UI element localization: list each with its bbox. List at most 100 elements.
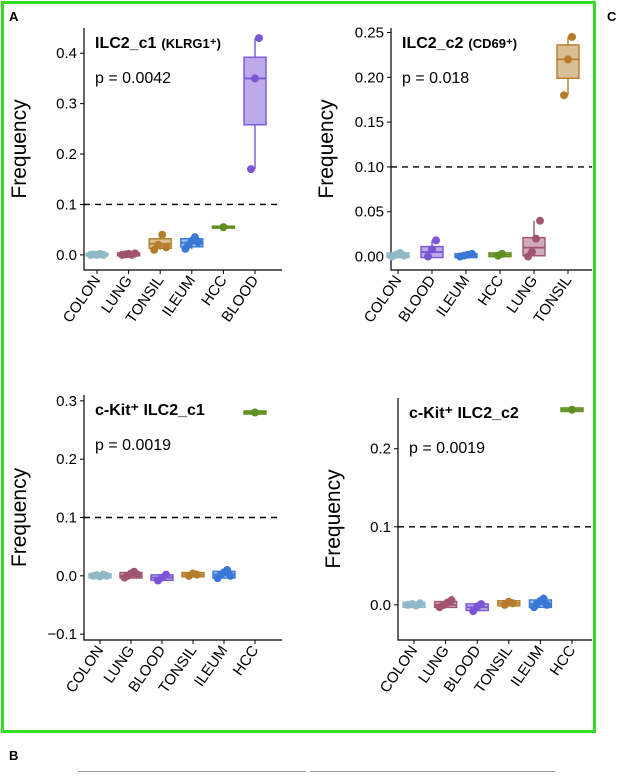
panel-title: ILC2_c2 (CD69⁺) (402, 35, 517, 52)
y-tick-label: 0.1 (370, 519, 391, 536)
data-point (133, 570, 142, 579)
y-axis-label: Frequency (322, 469, 345, 569)
y-tick-label: −0.1 (47, 626, 77, 643)
box-ileum (180, 233, 204, 253)
panel-label-a: A (9, 9, 19, 24)
y-axis-label: Frequency (315, 99, 338, 199)
y-tick-label: 0.0 (56, 247, 77, 264)
data-point (251, 74, 259, 83)
panel-label-c: C (607, 9, 617, 24)
box-lung (116, 249, 141, 259)
data-point (542, 600, 551, 609)
y-tick-label: 0.15 (355, 114, 384, 131)
data-point (498, 249, 506, 258)
panel-title: ILC2_c1 (KLRG1⁺) (95, 35, 221, 52)
data-point (247, 165, 255, 174)
data-point (568, 405, 576, 414)
x-tick-label: ILEUM (433, 273, 473, 320)
y-tick-label: 0.05 (355, 204, 384, 221)
p-value-label: p = 0.018 (402, 70, 469, 87)
box-hcc (243, 408, 267, 417)
data-point (131, 249, 139, 258)
box-tonsil (497, 597, 521, 609)
box-colon (88, 570, 112, 581)
p-value-label: p = 0.0019 (409, 440, 485, 457)
box-ileum (212, 566, 236, 583)
panel-title-suffix: (CD69⁺) (468, 36, 517, 51)
data-point (219, 223, 228, 232)
data-point (532, 234, 540, 243)
y-tick-label: 0.2 (56, 146, 77, 163)
data-point (432, 236, 440, 245)
box-blood (420, 236, 444, 261)
x-tick-label: COLON (377, 643, 422, 696)
x-tick-label: COLON (63, 643, 108, 696)
panel-label-b: B (9, 748, 19, 763)
box-tonsil (181, 569, 205, 580)
y-tick-label: 0.1 (56, 510, 77, 527)
y-tick-label: 0.0 (56, 568, 77, 585)
data-point (568, 32, 576, 41)
box-lung (522, 216, 546, 261)
data-point (193, 570, 201, 579)
figure-border (1, 1, 596, 733)
data-point (102, 571, 111, 580)
data-point (447, 596, 456, 605)
box-body (243, 56, 267, 126)
x-tick-label: COLON (60, 273, 105, 326)
box-tonsil (148, 230, 172, 254)
x-tick-label: HCC (230, 642, 263, 679)
box-tonsil (556, 32, 580, 100)
box-hcc (488, 249, 512, 260)
y-tick-label: 0.2 (56, 451, 77, 468)
y-axis-label: Frequency (8, 467, 31, 567)
chart-panel-4: 0.0 0.1 0.2 Frequency c-Kit⁺ ILC2_c2p = 0.00… (322, 398, 592, 696)
y-tick-label: 0.00 (355, 249, 384, 266)
panel-b-divider-left (78, 771, 306, 772)
data-point (508, 599, 517, 608)
box-hcc (560, 405, 584, 414)
panel-b-divider-right (310, 771, 555, 772)
data-point (223, 566, 232, 574)
y-tick-label: 0.10 (355, 159, 384, 176)
x-tick-label: ILEUM (191, 643, 231, 690)
y-tick-label: 0.1 (56, 196, 77, 213)
x-tick-label: HCC (547, 642, 580, 679)
panel-title: c-Kit⁺ ILC2_c2 (409, 405, 519, 422)
data-point (424, 252, 432, 261)
chart-panel-3: −0.1 0.0 0.1 0.2 0.3 Frequency c-Kit⁺ ILC2_c1p… (8, 393, 282, 696)
panel-title: c-Kit⁺ ILC2_c1 (95, 402, 205, 419)
y-tick-label: 0.20 (355, 69, 384, 86)
box-colon (402, 599, 426, 610)
data-point (528, 248, 536, 257)
y-tick-label: 0.3 (56, 96, 77, 113)
y-tick-label: 0.4 (56, 45, 77, 62)
box-blood (243, 34, 267, 174)
box-ileum (454, 249, 478, 261)
panel-title-suffix: (KLRG1⁺) (161, 36, 221, 51)
box-blood (465, 600, 489, 616)
data-point (428, 245, 436, 254)
data-point (194, 238, 203, 247)
box-colon (85, 249, 109, 259)
p-value-label: p = 0.0042 (95, 70, 171, 87)
data-point (158, 230, 167, 239)
data-point (255, 34, 263, 43)
data-point (400, 251, 408, 260)
y-axis-label: Frequency (8, 99, 31, 199)
data-point (162, 243, 171, 252)
y-tick-label: 0.2 (370, 441, 391, 458)
box-hcc (211, 223, 236, 232)
data-point (416, 599, 424, 608)
x-tick-label: HCC (475, 272, 508, 309)
data-point (154, 240, 163, 249)
data-point (99, 250, 108, 259)
box-blood (150, 570, 174, 585)
box-lung (119, 567, 143, 582)
data-point (536, 216, 544, 225)
y-tick-label: 0.3 (56, 393, 77, 410)
x-tick-label: ILEUM (159, 273, 199, 320)
box-lung (433, 596, 458, 612)
data-point (251, 408, 259, 417)
